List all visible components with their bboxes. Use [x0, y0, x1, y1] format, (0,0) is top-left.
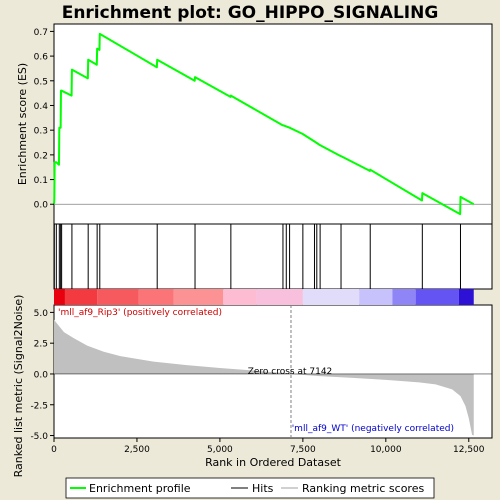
heat-segment-2	[97, 289, 138, 305]
heat-segment-3	[139, 289, 174, 305]
es-y-tick-label-0: 0.0	[34, 201, 49, 211]
metric-y-axis-label: Ranked list metric (Signal2Noise)	[12, 295, 25, 478]
heat-segment-8	[359, 289, 392, 305]
negative-correlation-label: 'mll_af9_WT' (negatively correlated)	[292, 424, 454, 434]
es-y-axis: 0.0 0.1 0.2 0.3 0.4 0.5 0.6 0.7	[34, 28, 54, 211]
heat-segment-5	[223, 289, 256, 305]
x-tick-label-2: 5,000	[207, 445, 233, 455]
es-y-axis-label: Enrichment score (ES)	[16, 63, 29, 185]
metric-y-tick-label-2: 0.0	[34, 370, 49, 380]
hits-panel	[54, 224, 492, 289]
es-y-tick-label-3: 0.3	[34, 127, 48, 137]
heat-segment-1	[65, 289, 97, 305]
metric-y-axis: -5.0 -2.5 0.0 2.5 5.0	[30, 309, 54, 442]
metric-y-tick-label-1: -2.5	[30, 401, 48, 411]
es-y-tick-label-4: 0.4	[34, 102, 49, 112]
es-y-tick-label-6: 0.6	[34, 53, 49, 63]
es-panel	[54, 24, 492, 224]
x-tick-label-0: 0	[51, 445, 57, 455]
heat-segment-0	[54, 289, 65, 305]
rank-heat-bar	[54, 289, 474, 305]
positive-correlation-label: 'mll_af9_Rip3' (positively correlated)	[58, 308, 222, 318]
x-tick-label-1: 2,500	[124, 445, 150, 455]
heat-segment-7	[303, 289, 359, 305]
x-axis: 0 2,500 5,000 7,500 10,000 12,500	[51, 438, 485, 455]
zero-cross-label: Zero cross at 7142	[248, 367, 333, 377]
legend-entry-hits: Hits	[252, 482, 274, 495]
heat-segment-4	[173, 289, 223, 305]
metric-y-tick-label-0: -5.0	[30, 432, 48, 442]
legend-entry-metric: Ranking metric scores	[302, 482, 424, 495]
metric-y-tick-label-3: 2.5	[34, 340, 48, 350]
es-y-tick-label-2: 0.2	[34, 151, 48, 161]
es-y-tick-label-5: 0.5	[34, 77, 48, 87]
es-y-tick-label-1: 0.1	[34, 176, 48, 186]
legend-entry-es: Enrichment profile	[89, 482, 191, 495]
heat-segment-10	[416, 289, 459, 305]
chart-title: Enrichment plot: GO_HIPPO_SIGNALING	[62, 3, 439, 23]
heat-segment-6	[256, 289, 302, 305]
metric-y-tick-label-4: 5.0	[34, 309, 49, 319]
es-y-tick-label-7: 0.7	[34, 28, 48, 38]
x-tick-label-3: 7,500	[290, 445, 316, 455]
x-tick-label-4: 10,000	[370, 445, 402, 455]
x-tick-label-5: 12,500	[453, 445, 485, 455]
heat-segment-11	[459, 289, 474, 305]
heat-segment-9	[392, 289, 415, 305]
x-axis-label: Rank in Ordered Dataset	[205, 456, 342, 469]
